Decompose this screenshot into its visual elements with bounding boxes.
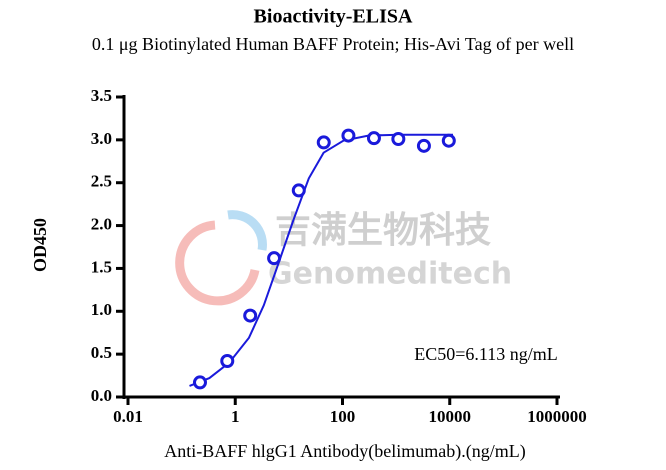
data-point [316, 135, 331, 150]
x-tick-label: 100 [330, 407, 356, 426]
watermark-en: Genomeditech [268, 257, 512, 292]
x-tick-label: 1 [231, 407, 240, 426]
y-axis-label: OD450 [30, 218, 50, 272]
chart-subtitle: 0.1 μg Biotinylated Human BAFF Protein; … [92, 34, 574, 54]
data-point [291, 183, 306, 198]
data-point [192, 375, 207, 390]
chart-title: Bioactivity-ELISA [254, 6, 413, 28]
watermark-cn: 吉满生物科技 [275, 210, 491, 251]
y-tick-label: 3.5 [91, 86, 112, 105]
data-point [267, 251, 282, 266]
watermark: 吉满生物科技 Genomeditech [175, 210, 512, 306]
y-tick-label: 1.5 [91, 257, 112, 276]
data-point [416, 138, 431, 153]
data-point [366, 131, 381, 146]
data-point [341, 128, 356, 143]
y-tick-label: 1.0 [91, 300, 112, 319]
data-point [441, 133, 456, 148]
x-tick-label: 0.01 [113, 407, 143, 426]
y-tick-label: 2.0 [91, 214, 112, 233]
data-point [391, 132, 406, 146]
watermark-logo [175, 220, 260, 306]
annotation: EC50=6.113 ng/mL [414, 344, 557, 364]
y-tick-label: 2.5 [91, 172, 112, 191]
data-point [243, 308, 258, 323]
watermark-logo [227, 210, 267, 251]
x-tick-label: 1000000 [527, 407, 587, 426]
y-tick-label: 3.0 [91, 129, 112, 148]
data-point [220, 354, 235, 368]
x-tick-label: 10000 [429, 407, 472, 426]
y-tick-label: 0.5 [91, 343, 112, 362]
x-axis-label: Anti-BAFF hlgG1 Antibody(belimumab).(ng/… [164, 441, 526, 462]
y-tick-label: 0.0 [91, 386, 112, 405]
